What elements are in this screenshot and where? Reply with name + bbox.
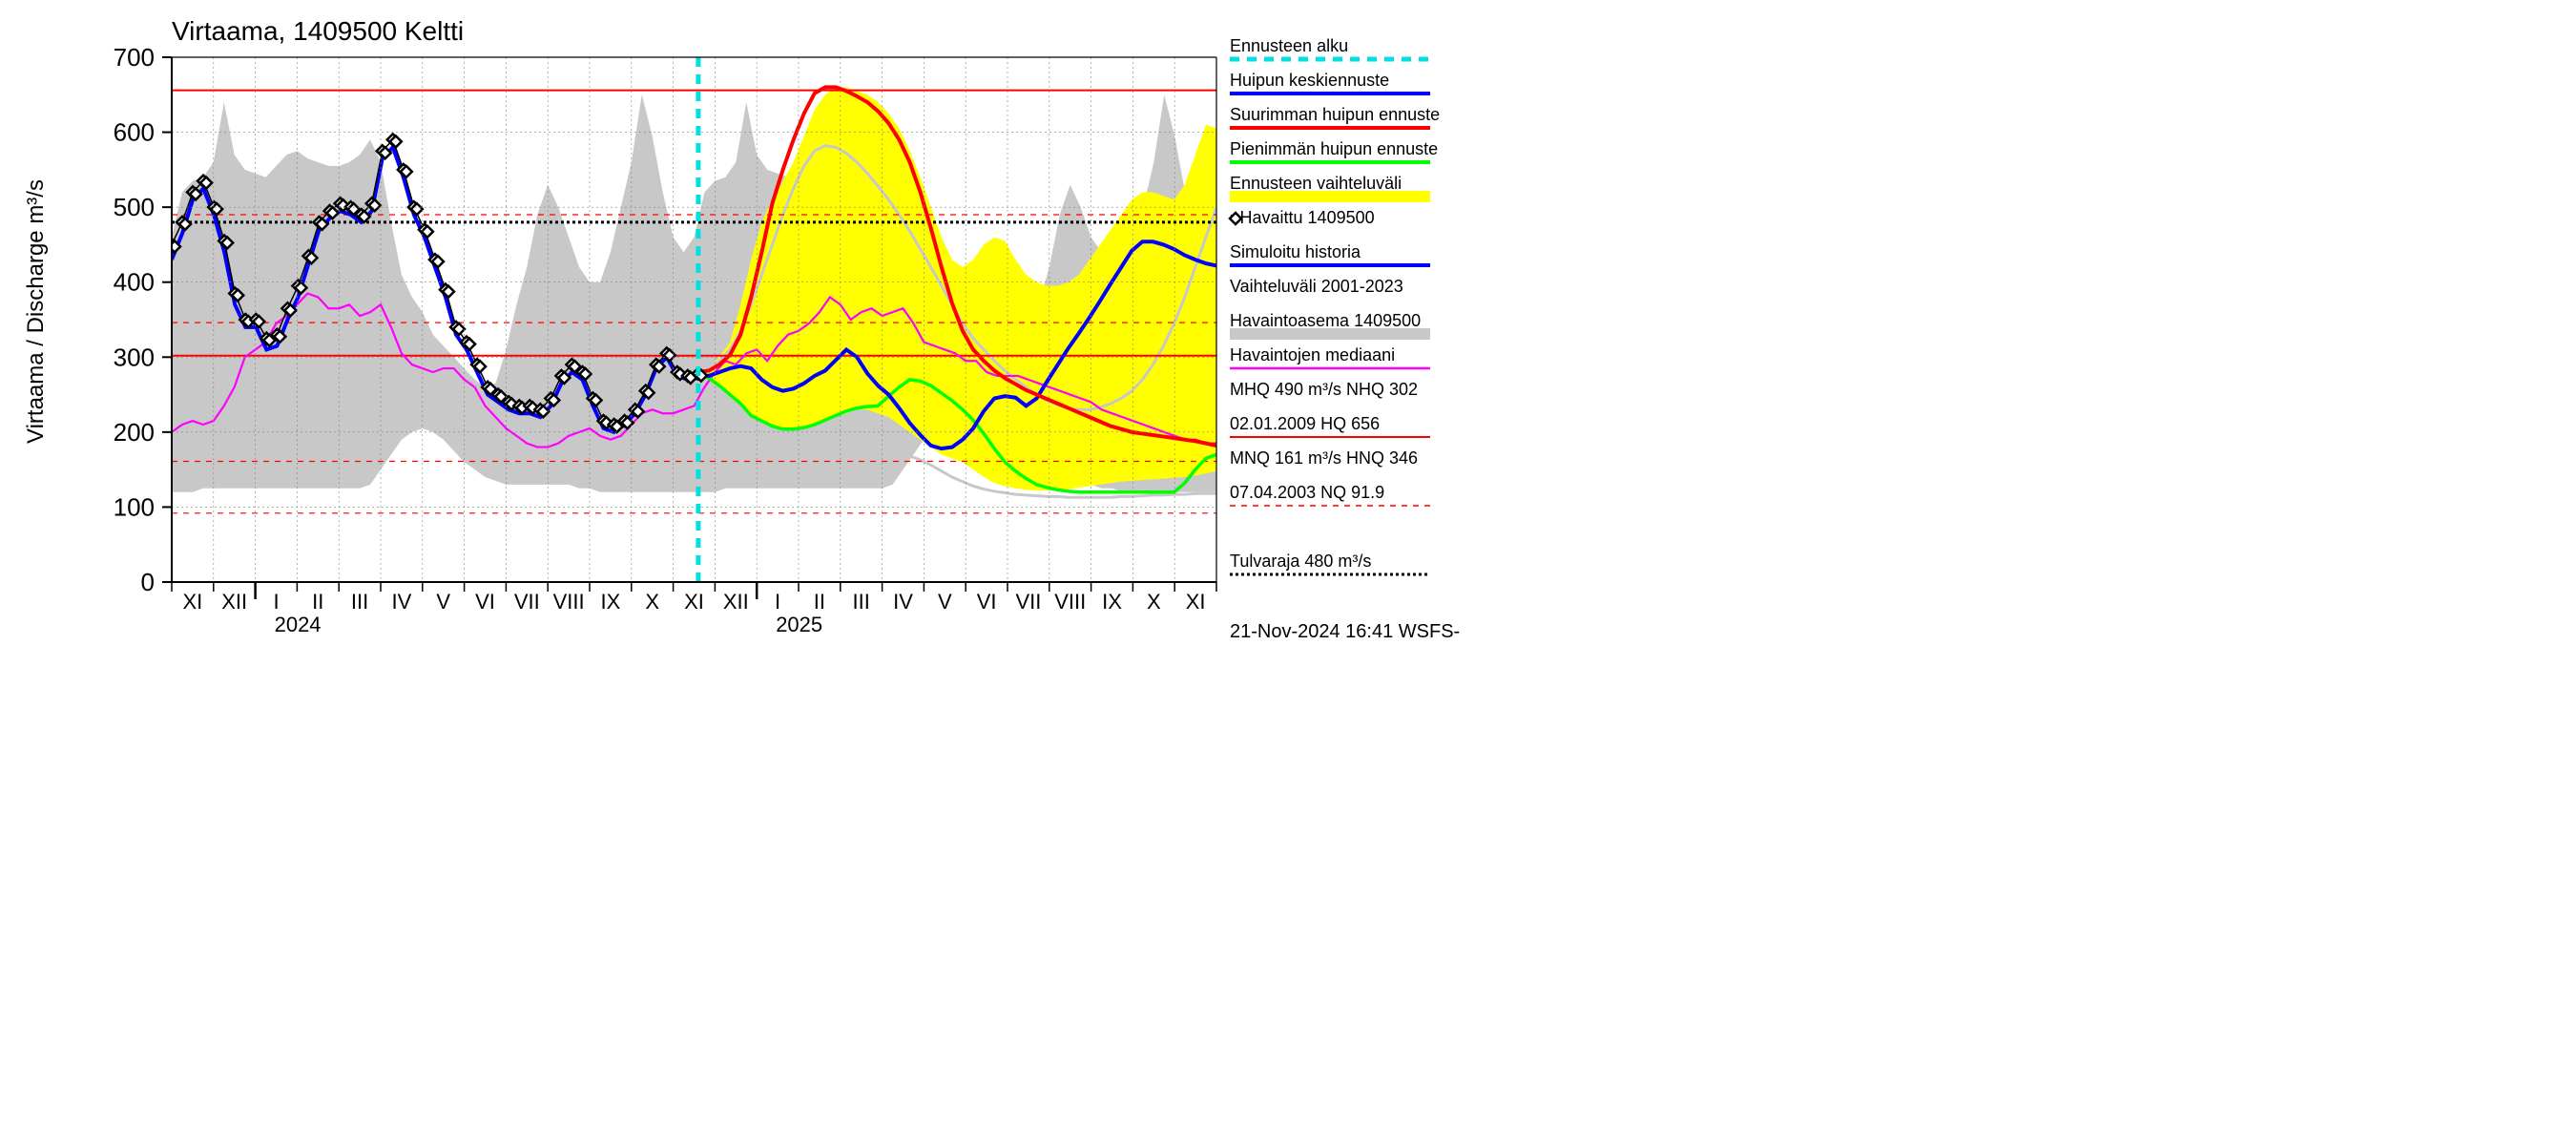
x-tick-label: IX bbox=[601, 590, 621, 614]
x-tick-label: XI bbox=[183, 590, 203, 614]
chart-footer: 21-Nov-2024 16:41 WSFS-O bbox=[1230, 621, 1460, 642]
x-tick-label: XII bbox=[221, 590, 247, 614]
y-tick-label: 600 bbox=[114, 118, 155, 147]
x-tick-label: III bbox=[351, 590, 368, 614]
legend-label: =Havaittu 1409500 bbox=[1230, 208, 1375, 227]
legend-label: Havaintojen mediaani bbox=[1230, 345, 1395, 364]
x-tick-label: V bbox=[938, 590, 952, 614]
chart-title: Virtaama, 1409500 Keltti bbox=[172, 16, 464, 46]
legend-label: 02.01.2009 HQ 656 bbox=[1230, 414, 1380, 433]
y-tick-label: 500 bbox=[114, 193, 155, 221]
x-year-label: 2025 bbox=[776, 613, 822, 636]
x-tick-label: II bbox=[814, 590, 825, 614]
legend-swatch bbox=[1230, 191, 1430, 202]
legend-label: Havaintoasema 1409500 bbox=[1230, 311, 1421, 330]
x-tick-label: IV bbox=[893, 590, 913, 614]
y-axis-label: Virtaama / Discharge m³/s bbox=[23, 179, 49, 444]
y-tick-label: 100 bbox=[114, 492, 155, 521]
x-tick-label: VII bbox=[1015, 590, 1041, 614]
x-tick-label: VIII bbox=[1054, 590, 1086, 614]
x-tick-label: IV bbox=[392, 590, 412, 614]
y-tick-label: 200 bbox=[114, 418, 155, 447]
legend-label: Tulvaraja 480 m³/s bbox=[1230, 552, 1371, 571]
legend-label: Suurimman huipun ennuste bbox=[1230, 105, 1440, 124]
x-tick-label: I bbox=[775, 590, 780, 614]
x-tick-label: XI bbox=[1186, 590, 1206, 614]
x-tick-label: X bbox=[1147, 590, 1161, 614]
x-tick-label: VI bbox=[475, 590, 495, 614]
legend-label: MNQ 161 m³/s HNQ 346 bbox=[1230, 448, 1418, 468]
legend-swatch bbox=[1230, 328, 1430, 340]
legend-label: Pienimmän huipun ennuste bbox=[1230, 139, 1438, 158]
legend-label: Ennusteen alku bbox=[1230, 36, 1348, 55]
legend-label: 07.04.2003 NQ 91.9 bbox=[1230, 483, 1384, 502]
x-tick-label: I bbox=[273, 590, 279, 614]
y-tick-label: 0 bbox=[141, 568, 155, 596]
x-tick-label: III bbox=[853, 590, 870, 614]
x-tick-label: XII bbox=[723, 590, 749, 614]
x-year-label: 2024 bbox=[275, 613, 322, 636]
x-tick-label: V bbox=[436, 590, 450, 614]
legend-label: Huipun keskiennuste bbox=[1230, 71, 1389, 90]
legend-label: Vaihteluväli 2001-2023 bbox=[1230, 277, 1403, 296]
y-tick-label: 300 bbox=[114, 343, 155, 371]
legend-label: Ennusteen vaihteluväli bbox=[1230, 174, 1402, 193]
discharge-forecast-chart: 0100200300400500600700XIXIIIIIIIIIVVVIVI… bbox=[0, 0, 1460, 649]
x-tick-label: XI bbox=[684, 590, 704, 614]
y-tick-label: 400 bbox=[114, 268, 155, 297]
x-tick-label: VII bbox=[514, 590, 540, 614]
y-tick-label: 700 bbox=[114, 43, 155, 72]
x-tick-label: IX bbox=[1102, 590, 1122, 614]
legend-label: MHQ 490 m³/s NHQ 302 bbox=[1230, 380, 1418, 399]
x-tick-label: II bbox=[312, 590, 323, 614]
x-tick-label: X bbox=[645, 590, 659, 614]
x-tick-label: VI bbox=[977, 590, 997, 614]
x-tick-label: VIII bbox=[553, 590, 585, 614]
legend-label: Simuloitu historia bbox=[1230, 242, 1361, 261]
